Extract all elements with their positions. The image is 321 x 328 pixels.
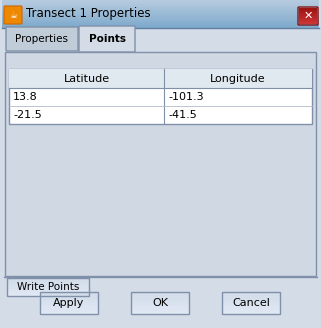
Bar <box>7 278 89 280</box>
Bar <box>131 298 189 301</box>
Text: 13.8: 13.8 <box>13 92 38 102</box>
Bar <box>2 0 319 1</box>
Bar <box>2 4 319 5</box>
Bar <box>40 298 98 301</box>
Text: ☕: ☕ <box>9 10 17 19</box>
Bar <box>299 10 317 11</box>
Bar <box>40 310 98 312</box>
Bar <box>7 287 89 289</box>
Text: -101.3: -101.3 <box>168 92 204 102</box>
Bar <box>222 301 280 303</box>
Bar <box>131 312 189 314</box>
Bar <box>2 10 319 11</box>
Bar <box>7 283 89 285</box>
Bar <box>222 298 280 301</box>
Bar <box>131 292 189 294</box>
FancyBboxPatch shape <box>6 27 78 51</box>
Bar <box>7 291 89 292</box>
Text: -21.5: -21.5 <box>13 110 42 120</box>
Bar <box>2 13 319 14</box>
Bar <box>2 24 319 25</box>
Bar <box>7 280 89 282</box>
Bar <box>131 305 189 307</box>
Bar <box>2 14 319 15</box>
Bar <box>2 8 319 9</box>
Bar <box>2 12 319 13</box>
Bar <box>2 27 319 28</box>
Text: Longitude: Longitude <box>210 73 266 84</box>
Bar <box>299 8 317 10</box>
Bar <box>40 301 98 303</box>
Bar <box>7 294 89 296</box>
Bar <box>299 13 317 14</box>
Bar <box>299 21 317 22</box>
Text: Write Points: Write Points <box>17 282 79 292</box>
Bar <box>2 1 319 2</box>
Bar <box>299 19 317 21</box>
Bar <box>9 69 312 88</box>
Bar <box>2 21 319 22</box>
Bar <box>40 297 98 298</box>
Text: Apply: Apply <box>53 298 85 308</box>
Bar <box>222 294 280 297</box>
Bar <box>222 297 280 298</box>
Bar <box>2 23 319 24</box>
Bar <box>299 18 317 19</box>
Bar <box>131 303 189 305</box>
Bar <box>40 312 98 314</box>
Text: OK: OK <box>152 298 168 308</box>
Bar <box>7 278 89 296</box>
Bar <box>222 303 280 305</box>
Bar <box>2 6 319 7</box>
Bar <box>2 18 319 19</box>
Bar <box>299 11 317 13</box>
Bar <box>2 5 319 6</box>
Text: Latitude: Latitude <box>64 73 109 84</box>
Bar <box>222 307 280 310</box>
Bar <box>2 26 319 27</box>
Bar <box>2 19 319 20</box>
Bar <box>2 25 319 26</box>
Text: Points: Points <box>89 34 126 44</box>
Bar <box>9 69 312 124</box>
Text: -41.5: -41.5 <box>168 110 197 120</box>
Bar <box>7 285 89 287</box>
Bar <box>222 292 280 294</box>
Bar <box>2 9 319 10</box>
Bar <box>222 312 280 314</box>
Bar <box>2 22 319 23</box>
Bar <box>40 292 98 294</box>
Bar <box>131 310 189 312</box>
Bar <box>2 3 319 4</box>
Bar <box>222 292 280 314</box>
Bar <box>222 310 280 312</box>
Bar <box>2 20 319 21</box>
Bar <box>2 16 319 17</box>
Bar <box>40 305 98 307</box>
Bar <box>40 294 98 297</box>
Bar <box>222 305 280 307</box>
Bar <box>131 301 189 303</box>
Bar <box>2 7 319 8</box>
Text: ✕: ✕ <box>303 11 313 21</box>
Bar <box>2 2 319 3</box>
Bar <box>2 17 319 18</box>
Bar <box>40 307 98 310</box>
Bar <box>299 22 317 24</box>
Bar <box>7 289 89 291</box>
Bar <box>2 11 319 12</box>
Bar <box>7 282 89 283</box>
Bar <box>40 292 98 314</box>
Text: Properties: Properties <box>15 34 68 44</box>
Text: Transect 1 Properties: Transect 1 Properties <box>26 8 151 20</box>
Bar <box>131 294 189 297</box>
FancyBboxPatch shape <box>79 26 135 52</box>
Bar <box>7 292 89 294</box>
Bar <box>5 52 316 276</box>
Text: Cancel: Cancel <box>232 298 270 308</box>
Bar <box>299 16 317 18</box>
Bar <box>299 14 317 16</box>
Bar <box>131 297 189 298</box>
Bar <box>131 292 189 314</box>
